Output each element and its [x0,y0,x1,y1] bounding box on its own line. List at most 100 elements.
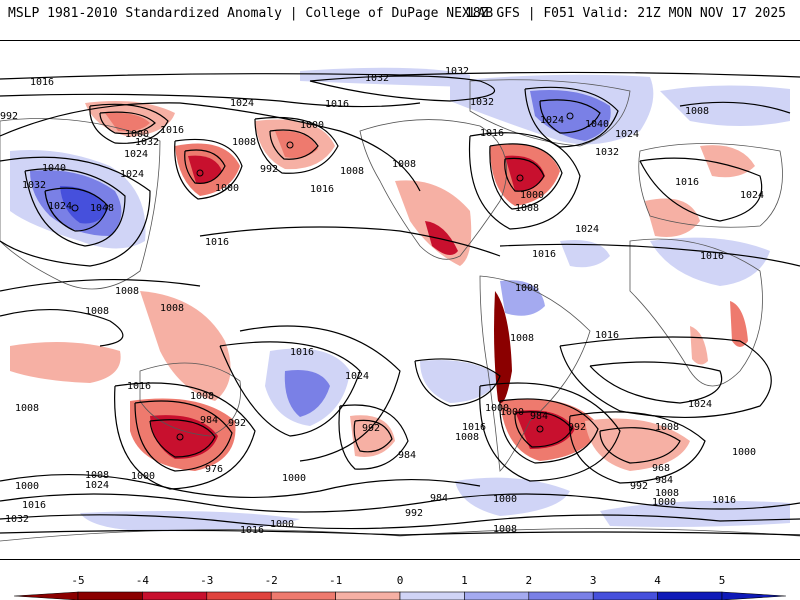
isobar-label: 1024 [688,399,712,410]
isobar-label: 1008 [85,470,109,481]
isobar-line [599,427,681,464]
isobar-label: 1000 [485,403,509,414]
isobar-label: 992 [0,111,18,122]
isobar-line [89,103,169,144]
isobar-label: 1024 [575,224,599,235]
isobar-label: 1016 [290,347,314,358]
isobar-label: 1016 [325,99,349,110]
isobar-label: 1024 [740,190,764,201]
colorbar-segment [592,591,658,600]
anomaly-blob [420,360,500,403]
isobar-line [0,529,800,536]
colorbar-tick-label: 5 [718,574,726,587]
isobar-label: 984 [530,411,548,422]
anomaly-blob [730,301,748,347]
isobar-label: 1016 [160,125,184,136]
isobar-line [0,102,421,192]
isobar-line [569,411,706,484]
isobar-line [679,101,791,114]
colorbar-segment [528,591,594,600]
isobar-label: 1008 [515,283,539,294]
colorbar-segment [464,591,530,600]
isobar-labels: 1016 1032 1032 1024 1016 992 1000 1016 1… [0,66,764,536]
colorbar-segment [270,591,336,600]
map-title: MSLP 1981-2010 Standardized Anomaly | Co… [8,6,494,21]
isobar-label: 1016 [712,495,736,506]
colorbar-tick-label: 3 [589,574,597,587]
isobar-label: 1024 [124,149,148,160]
isobar-label: 992 [228,418,246,429]
isobar-label: 1008 [115,286,139,297]
isobar-label: 1016 [532,249,556,260]
isobar-label: 984 [398,450,416,461]
isobar-line [499,398,599,464]
isobar-label: 1000 [732,447,756,458]
colorbar-segment [206,591,272,600]
isobar-label: 1024 [615,129,639,140]
isobar-line [589,361,723,404]
isobar-label: 1000 [520,190,544,201]
coast-antarctica [0,528,800,542]
colorbar-tick-label: -3 [200,574,214,587]
isobar-line [239,325,401,462]
isobar-line [414,358,501,407]
isobar-label: 1016 [22,500,46,511]
low-center [286,141,294,149]
anomaly-blob [425,221,458,255]
isobar-label: 1016 [240,525,264,536]
isobar-label: 968 [652,463,670,474]
isobar-label: 1000 [270,519,294,530]
isobar-label: 1016 [480,128,504,139]
isobar-line [219,341,361,437]
isobar-line [99,111,156,135]
isobar-label: 1008 [493,524,517,535]
isobar-label: 1000 [125,129,149,140]
colorbar-tick-label: 1 [461,574,468,587]
isobar-label: 1024 [230,98,254,109]
isobar-line [0,308,124,347]
isobar-label: 1016 [595,330,619,341]
colorbar-segments [13,591,787,600]
isobar-label: 1008 [655,422,679,433]
isobar-line [184,149,226,184]
isobar-label: 1008 [655,488,679,499]
isobar-line [0,279,201,292]
map-canvas: 1016 1032 1032 1024 1016 992 1000 1016 1… [0,66,800,542]
isobar-label: 1040 [42,163,66,174]
anomaly-blob [560,240,610,268]
isobar-label: 1000 [15,481,39,492]
isobar-label: 1016 [127,381,151,392]
isobar-label: 1016 [30,77,54,88]
colorbar-tick-label: -2 [264,574,278,587]
anomaly-blob [600,500,790,527]
anomaly-blob [105,112,150,132]
anomaly-blob [188,155,222,184]
coast-north-america [359,119,507,260]
high-center [71,204,79,212]
isobar-label: 1032 [595,147,619,158]
anomaly-blob [284,370,330,417]
isobar-label: 1008 [160,303,184,314]
isobar-label: 1032 [470,97,494,108]
colorbar-segment [399,591,465,600]
isobar-line [24,168,126,247]
isobar-line [0,514,800,530]
colorbar-left-arrow [13,591,79,600]
isobar-line [0,493,800,513]
colorbar-tick-label: 4 [654,574,661,587]
anomaly-blob [690,326,708,365]
anomaly-blob [80,511,300,532]
low-center [516,174,524,182]
isobar-line [559,336,772,419]
isobar-line [44,187,109,232]
isobar-label: 1016 [700,251,724,262]
isobar-label: 1000 [282,473,306,484]
isobar-line [199,226,501,257]
isobar-label: 984 [200,415,218,426]
anomaly-blob [150,415,218,459]
isobar-label: 1008 [190,391,214,402]
isobar-label: 1008 [455,432,479,443]
low-center [536,425,544,433]
coast-greenland [469,79,631,147]
isobar-label: 1008 [85,306,109,317]
